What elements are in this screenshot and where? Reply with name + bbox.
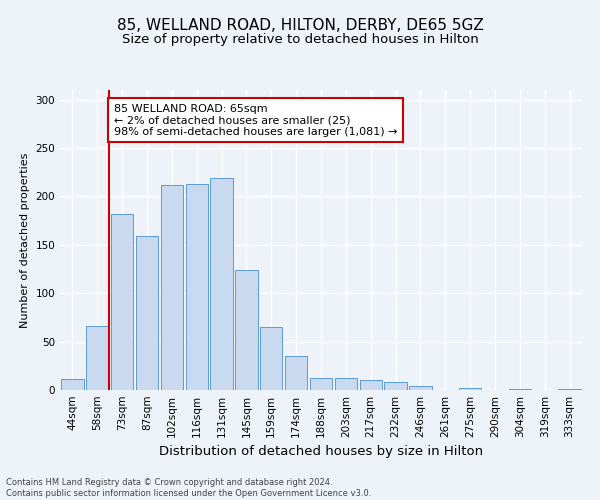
Bar <box>86 326 109 390</box>
Bar <box>185 184 208 390</box>
Bar <box>211 178 233 390</box>
Bar <box>136 236 158 390</box>
Bar <box>509 389 531 390</box>
Y-axis label: Number of detached properties: Number of detached properties <box>20 152 30 328</box>
Bar <box>385 382 407 390</box>
Text: 85 WELLAND ROAD: 65sqm
← 2% of detached houses are smaller (25)
98% of semi-deta: 85 WELLAND ROAD: 65sqm ← 2% of detached … <box>114 104 397 136</box>
Bar <box>235 270 257 390</box>
Bar <box>161 185 183 390</box>
Bar <box>260 327 283 390</box>
Bar <box>459 388 481 390</box>
Bar <box>335 378 357 390</box>
Bar <box>310 378 332 390</box>
Bar <box>111 214 133 390</box>
Text: Size of property relative to detached houses in Hilton: Size of property relative to detached ho… <box>122 32 478 46</box>
Text: 85, WELLAND ROAD, HILTON, DERBY, DE65 5GZ: 85, WELLAND ROAD, HILTON, DERBY, DE65 5G… <box>116 18 484 32</box>
Bar <box>559 389 581 390</box>
Bar <box>409 386 431 390</box>
Bar <box>359 380 382 390</box>
X-axis label: Distribution of detached houses by size in Hilton: Distribution of detached houses by size … <box>159 446 483 458</box>
Text: Contains HM Land Registry data © Crown copyright and database right 2024.
Contai: Contains HM Land Registry data © Crown c… <box>6 478 371 498</box>
Bar <box>285 356 307 390</box>
Bar <box>61 380 83 390</box>
